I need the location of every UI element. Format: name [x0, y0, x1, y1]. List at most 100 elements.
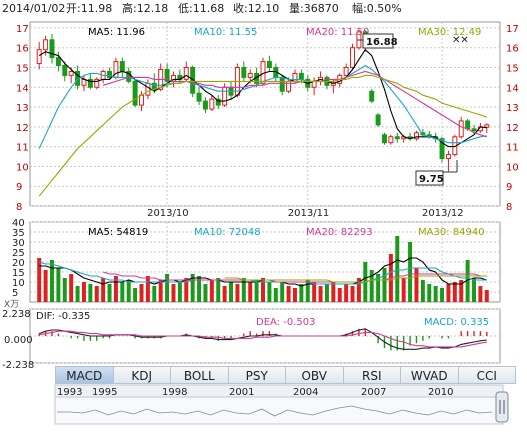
candle-body	[471, 128, 477, 132]
price-tick-left: 15	[16, 64, 29, 75]
candle-body	[119, 61, 125, 72]
header-date: 2014/01/02	[2, 2, 65, 15]
price-tick-right: 14	[506, 83, 519, 94]
timeline-handle[interactable]	[495, 391, 509, 423]
timeline-year: 2007	[361, 387, 386, 398]
volume-bar	[222, 286, 227, 302]
vol-ma20-line	[102, 271, 487, 283]
tab-rsi[interactable]: RSI	[342, 366, 401, 384]
candle-body	[94, 78, 100, 88]
header-close: 收:12.10	[233, 1, 279, 15]
tab-obv[interactable]: OBV	[285, 366, 344, 384]
dea-line	[39, 330, 487, 348]
ma5-label: MA5: 11.96	[88, 27, 145, 38]
tab-cci[interactable]: CCI	[457, 366, 516, 384]
candle-body	[266, 61, 272, 69]
volume-bar	[216, 278, 221, 302]
candle-body	[298, 72, 304, 80]
volume-tick: 35	[12, 228, 25, 239]
candle-body	[49, 39, 55, 59]
price-ma-legend: MA5: 11.96 MA10: 11.55 MA20: 11.50 MA30:…	[88, 27, 481, 38]
price-tick-left: 10	[16, 162, 29, 173]
macd-label: MACD: 0.335	[424, 317, 489, 328]
volume-bar	[395, 236, 400, 302]
zoom-icon[interactable]: ✕✕	[452, 35, 469, 46]
price-tick-left: 8	[16, 202, 22, 213]
volume-bar	[459, 280, 464, 302]
ma20-line	[102, 70, 487, 138]
candle-body	[445, 154, 451, 160]
volume-bar	[356, 278, 361, 302]
tab-boll[interactable]: BOLL	[170, 366, 229, 384]
volume-bar	[133, 288, 138, 302]
candle-body	[215, 98, 221, 106]
volume-bar	[254, 280, 259, 302]
volume-bar	[50, 260, 54, 302]
candle-body	[126, 70, 132, 82]
candle-body	[68, 70, 74, 76]
tab-macd[interactable]: MACD	[55, 366, 114, 384]
candle-body	[222, 86, 228, 106]
candle-body	[247, 72, 253, 78]
candle-body	[107, 70, 113, 78]
volume-bar	[158, 280, 163, 302]
volume-bar	[286, 286, 291, 302]
volume-bar	[465, 260, 470, 302]
volume-bar	[472, 278, 476, 302]
timeline-overview[interactable]	[54, 396, 504, 425]
volume-bar	[81, 282, 86, 302]
volume-bar	[318, 286, 323, 302]
candle-body	[87, 78, 93, 88]
volume-bar	[484, 290, 489, 302]
volume-bar	[56, 268, 61, 302]
price-y-ticks: 17 17 16 16 15 15 14 14 13 13 12 12 11 11 10 10 9 9 8 8	[16, 24, 519, 213]
price-tick-right: 11	[506, 143, 519, 154]
volume-bar	[152, 286, 157, 302]
candle-body	[458, 120, 464, 138]
volume-bar	[312, 282, 317, 302]
candle-body	[55, 57, 61, 67]
ma5-line	[38, 48, 487, 148]
price-tick-right: 9	[506, 182, 512, 193]
volume-tick: 25	[12, 248, 25, 259]
price-tick-right: 17	[506, 24, 519, 35]
tab-kdj[interactable]: KDJ	[112, 366, 171, 384]
volume-bar	[241, 278, 246, 302]
volume-bar	[273, 288, 278, 302]
volume-bar	[382, 268, 387, 302]
vol-ma10-line	[39, 261, 487, 285]
vol-ma20-label: MA20: 82293	[306, 227, 373, 238]
volume-bar	[165, 274, 170, 302]
candle-body	[209, 98, 215, 110]
candle-body	[369, 90, 375, 102]
candle-body	[375, 114, 381, 126]
candle-body	[484, 124, 490, 128]
volume-bar	[229, 282, 234, 302]
tab-wvad[interactable]: WVAD	[400, 366, 459, 384]
volume-bar	[203, 284, 208, 302]
price-tick-left: 12	[16, 123, 29, 134]
volume-bar	[369, 270, 374, 302]
vol-ma30-line	[224, 275, 487, 283]
tab-psy[interactable]: PSY	[227, 366, 286, 384]
volume-bar	[62, 278, 67, 302]
volume-bar	[280, 282, 285, 302]
volume-tick: 20	[12, 258, 25, 269]
timeline-year: 2010	[428, 387, 453, 398]
macd-lines	[39, 328, 487, 350]
low-callout-value: 9.75	[419, 174, 444, 185]
price-ma-lines	[38, 48, 487, 197]
candle-body	[394, 136, 400, 140]
price-tick-left: 11	[16, 143, 29, 154]
candle-body	[439, 138, 445, 160]
vol-ma30-label: MA30: 84940	[418, 227, 485, 238]
header-high: 高:12.18	[122, 1, 168, 15]
volume-bar	[433, 286, 438, 302]
volume-bar	[88, 284, 93, 302]
price-x-tick: 2013/12	[422, 208, 464, 219]
ma10-label: MA10: 11.55	[194, 27, 257, 38]
volume-bar	[324, 284, 329, 302]
volume-bar	[292, 288, 297, 302]
volume-ma-legend: MA5: 54819 MA10: 72048 MA20: 82293 MA30:…	[88, 227, 485, 238]
volume-bar	[37, 258, 42, 302]
